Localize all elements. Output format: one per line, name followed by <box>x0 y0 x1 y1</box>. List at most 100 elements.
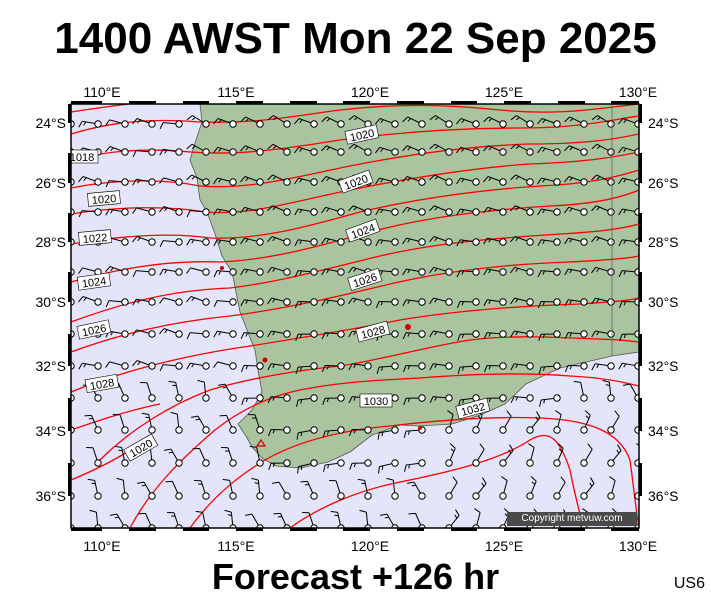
wind-barb <box>457 330 480 342</box>
wind-barb <box>472 410 483 434</box>
wind-barb <box>240 362 264 373</box>
wind-barb <box>526 443 535 467</box>
wind-barb <box>607 476 616 500</box>
wind-barb <box>78 296 102 306</box>
wind-barb <box>483 176 507 186</box>
frame-tick <box>68 463 71 496</box>
isobar-label: 1018 <box>71 149 99 164</box>
wind-barb <box>218 383 237 402</box>
wind-barb <box>78 176 102 186</box>
wind-barb <box>267 174 291 186</box>
wind-barb <box>510 266 534 276</box>
frame-tick <box>129 101 156 104</box>
wind-barb <box>272 481 291 500</box>
wind-barb <box>138 512 156 528</box>
lat-label-left: 24°S <box>35 115 66 131</box>
lat-label-left: 30°S <box>35 294 66 310</box>
wind-barb <box>537 268 561 278</box>
wind-barb <box>386 477 399 500</box>
town-marker <box>262 357 268 363</box>
frame-tick <box>639 153 642 183</box>
wind-barb <box>300 480 318 500</box>
frame-tick <box>290 101 317 104</box>
wind-barb <box>78 208 102 218</box>
wind-barb <box>538 362 561 374</box>
svg-text:1020: 1020 <box>349 128 375 145</box>
wind-barb <box>580 443 593 467</box>
wind-barb <box>619 330 639 342</box>
frame-tick <box>639 334 642 366</box>
wind-barb <box>591 174 615 186</box>
isobar-label: 1024 <box>76 272 112 291</box>
wind-barb <box>526 476 537 500</box>
wind-barb <box>510 297 534 306</box>
wind-barb <box>580 410 591 434</box>
isobar-line <box>71 403 161 431</box>
wind-barb <box>483 145 507 156</box>
wind-barb <box>483 206 507 216</box>
wind-barb <box>483 237 507 246</box>
wind-barb <box>159 177 183 186</box>
wind-barb <box>132 178 156 186</box>
wind-barb <box>591 143 615 156</box>
wind-barb <box>213 146 237 156</box>
forecast-label: Forecast +126 hr <box>211 556 500 597</box>
wind-barb <box>213 330 237 338</box>
wind-barb <box>510 236 534 246</box>
frame-tick <box>343 101 370 104</box>
isobar-line <box>289 434 585 528</box>
lat-label-left: 32°S <box>35 358 66 374</box>
frame-tick <box>639 104 642 123</box>
wind-barb <box>213 361 237 370</box>
wind-barb <box>294 298 318 309</box>
wind-barb <box>402 176 426 186</box>
wind-barb <box>186 296 210 306</box>
wind-barb <box>132 268 156 278</box>
wind-barb <box>510 205 534 216</box>
frame-tick <box>183 528 209 531</box>
wind-barb <box>375 208 399 216</box>
wind-barb <box>537 238 561 247</box>
lon-label-top: 120°E <box>350 84 390 100</box>
wind-barb <box>294 177 318 186</box>
wind-barb <box>564 330 588 340</box>
wind-barb <box>456 238 480 247</box>
wind-barb <box>186 330 210 340</box>
frame-tick <box>639 398 642 431</box>
wind-barb <box>186 267 210 276</box>
wind-barb <box>348 297 372 306</box>
wind-barb <box>537 146 561 156</box>
frame-tick <box>236 528 263 531</box>
wind-barb <box>78 362 102 370</box>
isobar-label: 1026 <box>76 319 112 340</box>
wind-barb <box>429 362 453 371</box>
wind-barb <box>618 118 639 128</box>
wind-barb <box>618 238 639 247</box>
wind-barb <box>375 238 399 247</box>
wind-barb <box>105 146 129 156</box>
wind-barb <box>483 298 507 307</box>
wind-barb <box>240 116 264 128</box>
wind-barb <box>591 115 615 128</box>
wind-barb <box>159 148 183 156</box>
wind-barb <box>240 298 264 307</box>
wind-barb <box>591 362 615 371</box>
wind-barb <box>78 120 102 128</box>
wind-barb <box>194 480 210 500</box>
frame-tick <box>236 101 263 104</box>
wind-barb <box>499 444 514 467</box>
wind-barb <box>607 444 622 467</box>
wind-barb <box>186 174 210 186</box>
wind-barb <box>249 445 264 467</box>
frame-tick <box>68 104 71 123</box>
wind-barb <box>377 426 399 440</box>
wind-barb <box>321 362 345 373</box>
frame-tick <box>397 101 424 104</box>
lon-label-bottom: 130°E <box>618 538 658 554</box>
frame-tick <box>504 528 531 531</box>
wind-barb <box>267 115 291 128</box>
isobar-label: 1030 <box>359 393 393 408</box>
wind-barb <box>456 146 480 156</box>
wind-barb <box>510 394 534 404</box>
